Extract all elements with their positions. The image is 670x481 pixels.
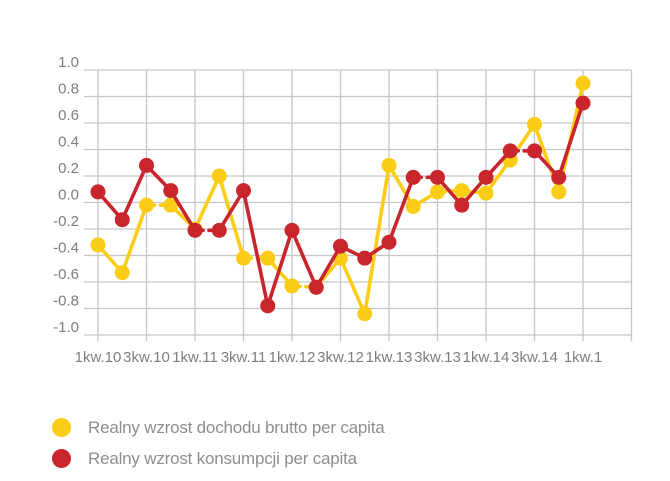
chart-legend: Realny wzrost dochodu brutto per capita … [52, 412, 385, 474]
svg-text:1.0: 1.0 [58, 54, 79, 71]
svg-text:-0.8: -0.8 [53, 293, 79, 310]
svg-text:-0.4: -0.4 [53, 240, 79, 257]
svg-text:3kw.11: 3kw.11 [221, 349, 267, 366]
consumption-series-dot-icon [52, 449, 71, 468]
svg-text:-0.6: -0.6 [53, 266, 79, 283]
svg-text:1kw.10: 1kw.10 [75, 349, 122, 366]
svg-text:-0.2: -0.2 [53, 213, 79, 230]
svg-text:1kw.11: 1kw.11 [172, 349, 218, 366]
svg-text:3kw.14: 3kw.14 [511, 349, 558, 366]
svg-text:1kw.14: 1kw.14 [463, 349, 510, 366]
svg-text:1kw.1: 1kw.1 [564, 349, 602, 366]
income-series-label: Realny wzrost dochodu brutto per capita [88, 417, 385, 437]
svg-text:0.4: 0.4 [58, 134, 79, 151]
svg-text:0.2: 0.2 [58, 160, 79, 177]
legend-item-consumption: Realny wzrost konsumpcji per capita [52, 443, 384, 474]
svg-text:-1.0: -1.0 [53, 319, 79, 336]
svg-text:1kw.12: 1kw.12 [269, 349, 316, 366]
svg-text:0.6: 0.6 [58, 107, 79, 124]
svg-text:3kw.10: 3kw.10 [123, 349, 170, 366]
svg-text:3kw.13: 3kw.13 [414, 349, 461, 366]
consumption-series-label: Realny wzrost konsumpcji per capita [88, 448, 357, 468]
svg-text:3kw.12: 3kw.12 [317, 349, 364, 366]
svg-text:0.0: 0.0 [58, 187, 79, 204]
svg-text:1kw.13: 1kw.13 [366, 349, 413, 366]
legend-item-income: Realny wzrost dochodu brutto per capita [52, 412, 385, 443]
income-series-dot-icon [52, 418, 71, 437]
svg-text:0.8: 0.8 [58, 81, 79, 98]
